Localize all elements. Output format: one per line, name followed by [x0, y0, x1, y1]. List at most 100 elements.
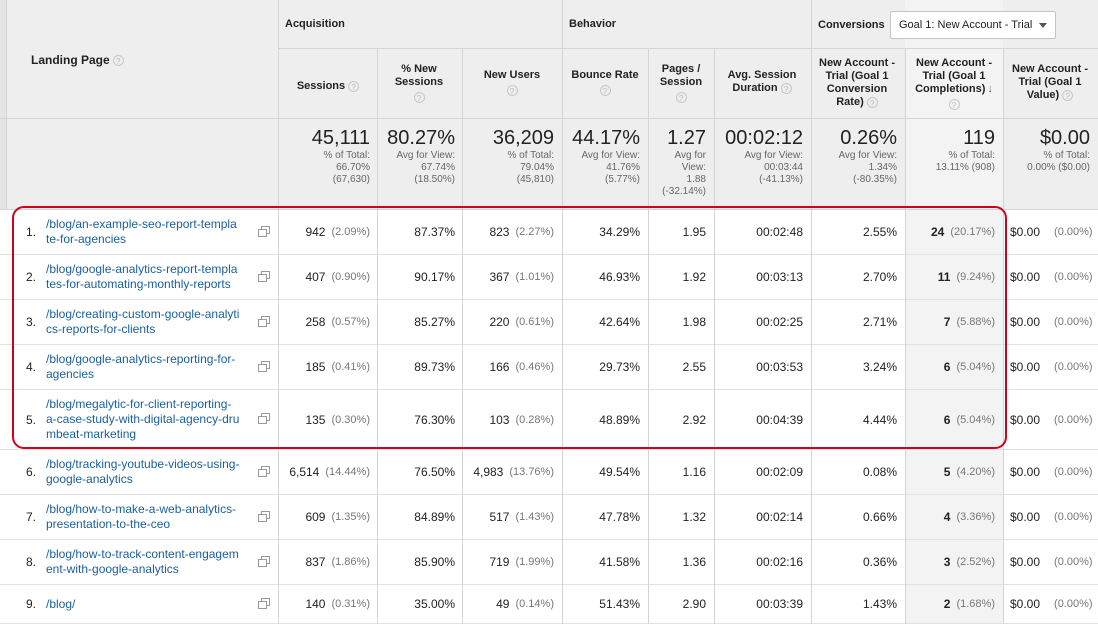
help-icon[interactable]: ? [866, 96, 878, 108]
help-icon[interactable]: ? [413, 92, 425, 103]
help-icon[interactable]: ? [780, 82, 792, 94]
new-users-cell: 719 (1.99%) [489, 555, 554, 569]
landing-page-link-line[interactable]: /blog/how-to-track-content-engagem [46, 547, 239, 561]
value-cell: $0.00 (0.00%) [1010, 597, 1093, 611]
table-row[interactable]: 8. /blog/how-to-track-content-engagem ent-… [0, 540, 1098, 585]
sessions-cell: 609 (1.35%) [305, 510, 370, 524]
landing-page-link-line[interactable]: /blog/ [46, 596, 76, 611]
sessions-cell: 6,514 (14.44%) [289, 465, 370, 479]
value-cell: $0.00 (0.00%) [1010, 465, 1093, 479]
landing-page-header[interactable]: Landing Page? [31, 53, 124, 67]
open-external-icon[interactable] [258, 555, 270, 567]
open-external-icon[interactable] [258, 315, 270, 327]
pages-session-cell: 2.55 [682, 360, 706, 374]
sessions-cell: 135 (0.30%) [305, 412, 370, 427]
header-left-strip [0, 0, 6, 210]
help-icon[interactable]: ? [675, 92, 687, 103]
avg-duration-cell: 00:02:16 [756, 555, 803, 569]
open-external-icon[interactable] [258, 413, 270, 424]
chevron-down-icon [1039, 23, 1047, 28]
landing-page-link[interactable]: /blog/how-to-make-a-web-analytics-presen… [46, 495, 258, 539]
help-icon[interactable]: ? [599, 85, 611, 96]
col-goal-completions[interactable]: New Account - Trial (Goal 1 Completions)… [915, 57, 993, 110]
conv-rate-cell: 0.66% [862, 510, 897, 524]
landing-page-link-line[interactable]: agencies [46, 367, 95, 381]
landing-page-link-line[interactable]: /blog/how-to-make-a-web-analytics- [46, 502, 237, 516]
new-users-cell: 823 (2.27%) [489, 225, 554, 239]
conv-rate-cell: 2.71% [862, 315, 897, 329]
help-icon[interactable]: ? [506, 85, 518, 96]
col-goal-value[interactable]: New Account - Trial (Goal 1 Value)? [1012, 63, 1088, 101]
landing-page-link-line[interactable]: presentation-to-the-ceo [46, 517, 171, 531]
open-external-icon[interactable] [258, 360, 270, 372]
table-row[interactable]: 6. /blog/tracking-youtube-videos-using-go… [0, 450, 1098, 495]
landing-page-link[interactable]: /blog/google-analytics-report-templa tes-… [46, 255, 258, 299]
open-external-icon[interactable] [258, 270, 270, 282]
value-cell: $0.00 (0.00%) [1010, 315, 1093, 329]
table-row[interactable]: 5. /blog/megalytic-for-client-reporting-a… [0, 390, 1098, 450]
landing-page-link-line[interactable]: ent-with-google-analytics [46, 562, 179, 576]
table-row[interactable]: 4. /blog/google-analytics-reporting-for-a… [0, 345, 1098, 390]
pct-new-sessions-cell: 76.50% [414, 465, 455, 479]
sessions-cell: 140 (0.31%) [305, 597, 370, 611]
col-sessions[interactable]: Sessions? [279, 80, 377, 93]
landing-page-link[interactable]: /blog/how-to-track-content-engagem ent-wi… [46, 540, 258, 584]
pct-new-sessions-cell: 84.89% [414, 510, 455, 524]
landing-page-link-line[interactable]: a-case-study-with-digital-agency-dru [46, 412, 240, 426]
landing-page-link-line[interactable]: /blog/creating-custom-google-analyti [46, 307, 240, 321]
col-new-users[interactable]: New Users? [483, 69, 541, 96]
table-row[interactable]: 7. /blog/how-to-make-a-web-analytics-pres… [0, 495, 1098, 540]
conv-rate-cell: 2.55% [862, 225, 897, 239]
landing-page-link-line[interactable]: cs-reports-for-clients [46, 322, 156, 336]
landing-page-link[interactable]: /blog/an-example-seo-report-templa te-for… [46, 210, 258, 254]
landing-page-link-line[interactable]: te-for-agencies [46, 232, 127, 246]
landing-page-link[interactable]: /blog/megalytic-for-client-reporting-a-c… [46, 390, 258, 449]
avg-duration-cell: 00:02:25 [756, 315, 803, 329]
row-index: 2. [25, 270, 36, 284]
table-row[interactable]: 9. /blog/140 (0.31%) 35.00% 49 (0.14%) 51.43% 2… [0, 585, 1098, 624]
avg-duration-cell: 00:03:39 [756, 597, 803, 611]
landing-page-link-line[interactable]: google-analytics [46, 472, 133, 486]
value-cell: $0.00 (0.00%) [1010, 360, 1093, 374]
table-row[interactable]: 1. /blog/an-example-seo-report-templa te-f… [0, 210, 1098, 255]
landing-page-link[interactable]: /blog/creating-custom-google-analyti cs-r… [46, 300, 258, 344]
open-external-icon[interactable] [258, 597, 270, 609]
open-external-icon[interactable] [258, 510, 270, 522]
landing-page-link[interactable]: /blog/ [46, 585, 258, 623]
landing-page-link-line[interactable]: /blog/megalytic-for-client-reporting- [46, 397, 232, 411]
open-external-icon[interactable] [258, 465, 270, 477]
landing-page-link-line[interactable]: /blog/google-analytics-report-templa [46, 262, 238, 276]
total-conv-rate: 0.26% Avg for View: 1.34% (-80.35%) [838, 127, 897, 185]
col-pages-session[interactable]: Pages / Session? [659, 63, 703, 103]
landing-page-link-line[interactable]: /blog/an-example-seo-report-templa [46, 217, 237, 231]
landing-page-link-line[interactable]: /blog/tracking-youtube-videos-using- [46, 457, 240, 471]
table-row[interactable]: 3. /blog/creating-custom-google-analyti cs… [0, 300, 1098, 345]
landing-page-link-line[interactable]: mbeat-marketing [46, 427, 137, 441]
row-index: 1. [25, 225, 36, 239]
avg-duration-cell: 00:03:53 [756, 360, 803, 374]
pages-session-cell: 2.90 [682, 597, 706, 611]
help-icon[interactable]: ? [948, 99, 960, 110]
open-external-icon[interactable] [258, 225, 270, 237]
table-row[interactable]: 2. /blog/google-analytics-report-templa te… [0, 255, 1098, 300]
col-pct-new-sessions[interactable]: % New Sessions? [394, 63, 444, 103]
help-icon[interactable]: ? [348, 80, 360, 92]
help-icon[interactable]: ? [1062, 89, 1074, 101]
landing-page-link-line[interactable]: tes-for-automating-monthly-reports [46, 277, 231, 291]
completions-cell: 6 (5.04%) [943, 360, 995, 374]
landing-page-link[interactable]: /blog/tracking-youtube-videos-using-goog… [46, 450, 258, 494]
goal-select-dropdown[interactable]: Goal 1: New Account - Trial [890, 11, 1056, 39]
goal-select-value: Goal 1: New Account - Trial [899, 19, 1033, 31]
sessions-cell: 942 (2.09%) [305, 225, 370, 239]
landing-page-link[interactable]: /blog/google-analytics-reporting-for-age… [46, 345, 258, 389]
divider [462, 48, 463, 624]
new-users-cell: 367 (1.01%) [489, 270, 554, 284]
divider [562, 0, 563, 624]
new-users-cell: 220 (0.61%) [489, 315, 554, 329]
col-avg-session-duration[interactable]: Avg. Session Duration? [727, 69, 797, 94]
new-users-cell: 49 (0.14%) [496, 597, 554, 611]
col-bounce-rate[interactable]: Bounce Rate? [571, 69, 639, 96]
landing-page-link-line[interactable]: /blog/google-analytics-reporting-for- [46, 352, 236, 366]
help-icon[interactable]: ? [112, 55, 124, 67]
col-goal-conversion-rate[interactable]: New Account - Trial (Goal 1 Conversion R… [819, 57, 895, 108]
